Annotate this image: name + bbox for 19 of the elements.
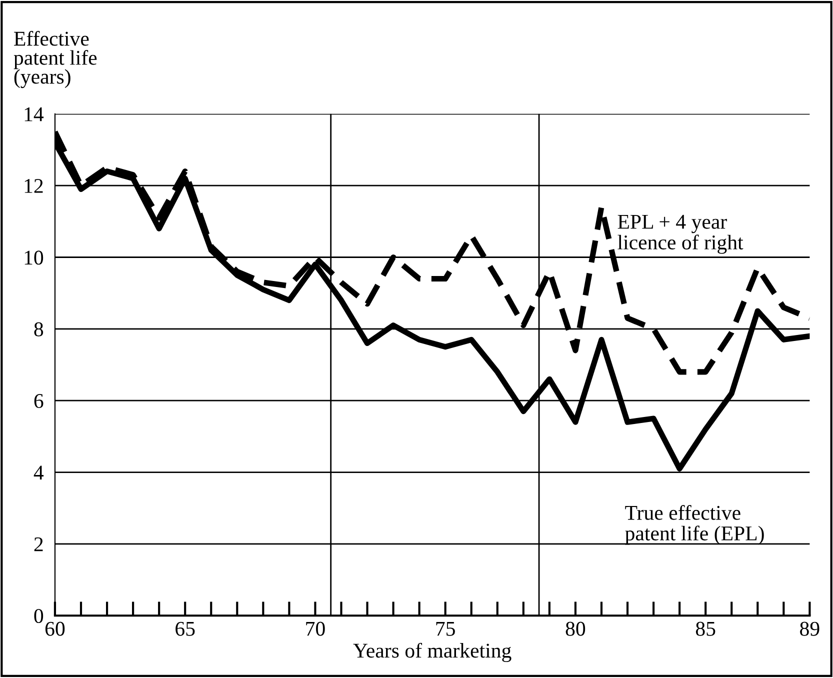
y-tick-label: 8 — [34, 322, 44, 336]
x-tick-label: 80 — [566, 622, 586, 636]
x-tick-label: 85 — [696, 622, 716, 636]
x-tick-label: 60 — [45, 622, 65, 636]
x-axis-title: Years of marketing — [353, 642, 512, 662]
y-tick-label: 10 — [24, 250, 44, 265]
x-tick-label: 89 — [800, 622, 820, 636]
y-tick-label: 14 — [24, 107, 44, 122]
y-tick-label: 2 — [34, 537, 43, 552]
y-axis-title: Effective patent life (years) — [14, 30, 97, 88]
x-tick-label: 70 — [306, 622, 325, 636]
x-tick-label: 75 — [436, 622, 455, 636]
x-tick-label: 65 — [176, 622, 195, 636]
y-tick-label: 4 — [34, 466, 44, 480]
y-tick-label: 6 — [34, 394, 44, 408]
y-tick-label: 0 — [34, 609, 44, 624]
series-label: EPL + 4 year licence of right — [618, 214, 744, 254]
text: True effective patent life (EPL) — [625, 505, 764, 545]
y-tick-label: 12 — [24, 179, 43, 193]
